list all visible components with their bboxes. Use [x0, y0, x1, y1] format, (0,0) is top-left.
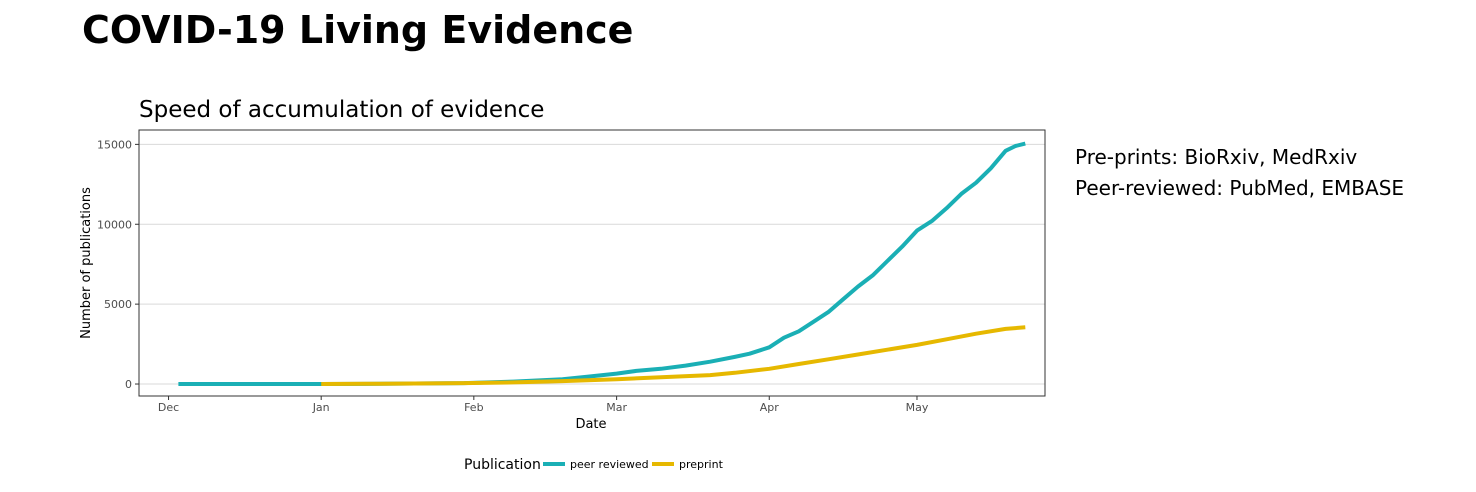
- y-tick-label: 5000: [104, 298, 132, 311]
- series-line-preprint: [321, 325, 1026, 386]
- plot-panel-border: [138, 129, 1046, 397]
- source-info: Pre-prints: BioRxiv, MedRxiv Peer-review…: [1075, 142, 1404, 204]
- peer-reviewed-source-text: Peer-reviewed: PubMed, EMBASE: [1075, 176, 1405, 200]
- legend-title: Publication: [464, 457, 541, 473]
- x-tick-label: Feb: [464, 401, 483, 414]
- x-axis-title: Date: [575, 417, 606, 432]
- y-tick-label: 10000: [97, 218, 132, 231]
- legend-label-preprint: preprint: [679, 458, 724, 471]
- legend: Publication peer reviewed preprint: [464, 457, 724, 473]
- series-layer: [178, 141, 1026, 386]
- y-tick-label: 15000: [97, 138, 132, 151]
- x-tick-label: Jan: [312, 401, 330, 414]
- page-title: COVID-19 Living Evidence: [82, 8, 634, 52]
- preprints-source-text: Pre-prints: BioRxiv, MedRxiv: [1075, 145, 1358, 169]
- chart-title: Speed of accumulation of evidence: [139, 97, 544, 123]
- y-axis-title: Number of publications: [79, 187, 94, 339]
- x-tick-label: Dec: [158, 401, 179, 414]
- x-tick-label: Mar: [606, 401, 627, 414]
- axis-layer: 0 5000 10000 15000 Dec Jan Feb Mar Apr May: [97, 138, 929, 414]
- x-tick-label: May: [906, 401, 929, 414]
- y-tick-label: 0: [125, 378, 132, 391]
- legend-label-peer-reviewed: peer reviewed: [570, 458, 649, 471]
- x-tick-label: Apr: [760, 401, 780, 414]
